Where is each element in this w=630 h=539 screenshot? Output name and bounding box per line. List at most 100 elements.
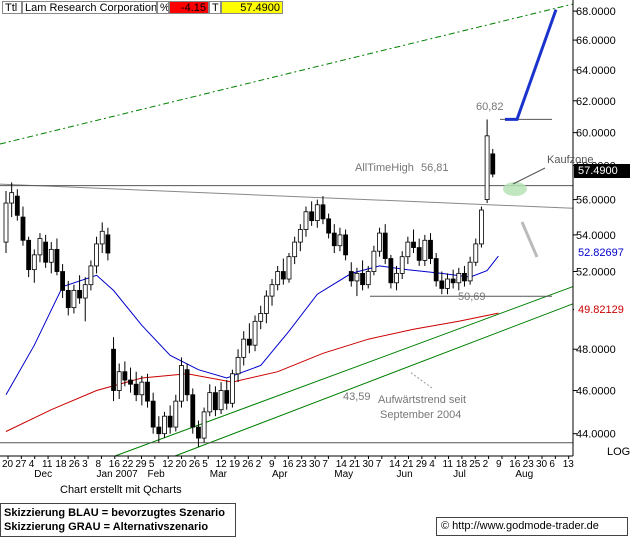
candle-body	[207, 392, 213, 413]
candle-body	[14, 195, 20, 216]
candle	[48, 242, 54, 274]
alltimehigh-label: AllTimeHigh	[355, 162, 414, 174]
candle-body	[60, 271, 65, 291]
candle-body	[314, 204, 320, 222]
candle	[201, 407, 207, 443]
candle-body	[331, 232, 337, 247]
ticker-field: Ttl	[2, 1, 22, 14]
x-month-label: Jan 2007	[97, 469, 139, 480]
x-day-label: 30	[309, 459, 321, 470]
change-value: -4.15	[169, 1, 209, 14]
x-day-label: 2	[483, 459, 489, 470]
candle-body	[320, 204, 326, 220]
candle	[399, 251, 405, 280]
x-day-label: 22	[122, 459, 134, 470]
candle-body	[26, 239, 32, 271]
x-day-label: 12	[216, 459, 228, 470]
candle	[246, 323, 252, 354]
candle-body	[190, 394, 196, 428]
y-tick-label: 48.0000	[576, 344, 616, 356]
x-day-label: 9	[269, 459, 275, 470]
x-day-label: 8	[95, 459, 101, 470]
x-month-label: Aug	[515, 469, 533, 480]
x-day-label: 30	[362, 459, 374, 470]
candle-body	[65, 289, 71, 309]
candle	[275, 265, 281, 291]
x-day-label: 19	[229, 459, 241, 470]
candle	[292, 236, 298, 265]
candle-body	[162, 415, 167, 435]
candle	[139, 375, 145, 406]
candle-body	[201, 411, 207, 439]
annotations: AllTimeHigh 56,81 50,69 43,59 60,82 Kaufzone A…	[343, 101, 593, 421]
x-day-label: 16	[509, 459, 521, 470]
ma-red-tag: 49.82129	[574, 303, 630, 317]
candle-body	[428, 239, 433, 259]
candle	[382, 224, 388, 265]
candle	[445, 273, 450, 295]
x-day-label: 23	[296, 459, 308, 470]
uptrend-line-2	[174, 303, 574, 457]
y-tick-label: 60.0000	[576, 128, 616, 140]
y-tick-label: 68.0000	[576, 6, 616, 18]
last-price: 57.4900	[221, 1, 283, 14]
channel-top-line	[0, 3, 574, 145]
candle	[150, 392, 156, 434]
candle-body	[105, 234, 111, 254]
candle-body	[433, 258, 439, 282]
y-tick-label: 66.0000	[576, 35, 616, 47]
x-day-label: 4	[29, 459, 35, 470]
candle-body	[490, 153, 496, 175]
candle-body	[133, 383, 139, 396]
blue-scenario-path	[505, 9, 558, 121]
candle	[377, 227, 382, 257]
legend-blue: Skizzierung BLAU = bevorzugtes Szenario	[4, 507, 225, 519]
candle-body	[394, 272, 399, 284]
candle	[286, 253, 292, 283]
candle	[331, 224, 337, 254]
candle-body	[122, 371, 128, 381]
x-day-label: 16	[282, 459, 294, 470]
candle	[280, 258, 286, 285]
candle	[213, 386, 218, 417]
candle-body	[31, 254, 37, 271]
y-tick-label: 56.0000	[576, 195, 616, 207]
x-day-label: 14	[336, 459, 348, 470]
candle-body	[422, 239, 428, 261]
x-day-label: 29	[416, 459, 428, 470]
candle	[303, 206, 309, 237]
candle-body	[450, 278, 456, 284]
x-day-label: 20	[2, 459, 14, 470]
last-price-tag: 57.4900	[574, 164, 630, 178]
candle	[326, 213, 332, 239]
x-day-label: 26	[189, 459, 201, 470]
candle	[354, 267, 360, 297]
x-day-label: 2	[256, 459, 262, 470]
candle	[156, 416, 162, 443]
candle-body	[467, 261, 473, 282]
x-day-label: 11	[42, 459, 53, 470]
scenario-sketch	[503, 9, 558, 258]
candle-body	[445, 278, 450, 289]
candle-body	[213, 392, 218, 411]
candles	[3, 119, 496, 448]
candle-body	[360, 272, 365, 286]
candle-body	[399, 256, 405, 274]
x-month-label: Jul	[453, 469, 466, 480]
candle	[394, 265, 399, 291]
y-tick-label: 44.0000	[576, 429, 616, 441]
x-day-label: 21	[403, 459, 415, 470]
x-month-label: Jun	[397, 469, 413, 480]
candle	[14, 189, 20, 221]
candle	[337, 227, 343, 252]
x-day-label: 21	[349, 459, 361, 470]
x-day-label: 27	[15, 459, 27, 470]
x-day-label: 7	[376, 459, 382, 470]
source-url[interactable]: © http://www.godmode-trader.de	[436, 517, 628, 536]
grey-scenario-path	[520, 221, 539, 258]
candle	[88, 260, 94, 291]
candle	[94, 236, 99, 274]
low-value: 43,59	[343, 391, 371, 403]
candle-body	[111, 348, 116, 391]
